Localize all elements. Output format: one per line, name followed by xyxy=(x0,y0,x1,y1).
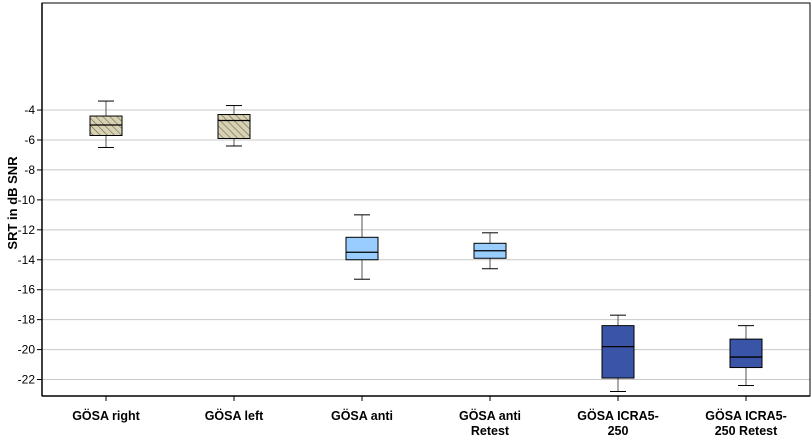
box-5 xyxy=(601,314,635,393)
category-label-line: GÖSA anti xyxy=(459,408,521,423)
category-label-line: GÖSA right xyxy=(72,408,140,423)
y-tick-label: -6 xyxy=(24,133,35,147)
category-label-line: 250 Retest xyxy=(715,424,778,438)
box-6 xyxy=(729,325,763,387)
gridlines xyxy=(42,109,810,381)
category-label-line: GÖSA anti xyxy=(331,408,393,423)
category-label: GÖSA anti Retest xyxy=(459,408,521,438)
y-tick-label: -10 xyxy=(18,193,36,207)
y-tick-label: -22 xyxy=(18,373,36,387)
box-1 xyxy=(89,100,123,148)
boxes xyxy=(89,100,763,393)
y-tick-label: -16 xyxy=(18,283,36,297)
box-iqr xyxy=(345,236,379,261)
box-iqr xyxy=(89,115,123,136)
box-iqr xyxy=(729,338,763,369)
category-label: GÖSA left xyxy=(205,408,264,423)
box-4 xyxy=(473,232,507,270)
category-label-line: GÖSA left xyxy=(205,408,264,423)
category-label-line: 250 xyxy=(608,424,629,438)
labels: -4 -6 -8 -10 -12 -14 -16 -18 -20 -22 GÖSA right GÖS… xyxy=(18,103,787,438)
category-label: GÖSA ICRA5-250 xyxy=(577,408,659,438)
category-label: GÖSA right xyxy=(72,408,140,423)
y-tick-label: -4 xyxy=(24,103,35,117)
y-tick-label: -14 xyxy=(18,253,36,267)
category-label-line: GÖSA ICRA5- xyxy=(705,408,787,423)
box-iqr xyxy=(601,325,635,379)
y-tick-label: -12 xyxy=(18,223,36,237)
axes xyxy=(37,2,811,401)
category-label-line: Retest xyxy=(471,424,510,438)
y-tick-label: -8 xyxy=(24,163,35,177)
y-tick-label: -20 xyxy=(18,343,36,357)
category-label: GÖSA ICRA5-250 Retest xyxy=(705,408,787,438)
category-label: GÖSA anti xyxy=(331,408,393,423)
box-2 xyxy=(217,105,251,147)
y-tick-label: -18 xyxy=(18,313,36,327)
category-label-line: GÖSA ICRA5- xyxy=(577,408,659,423)
box-iqr xyxy=(217,114,251,139)
y-axis-title: SRT in dB SNR xyxy=(5,156,20,250)
box-3 xyxy=(345,214,379,280)
